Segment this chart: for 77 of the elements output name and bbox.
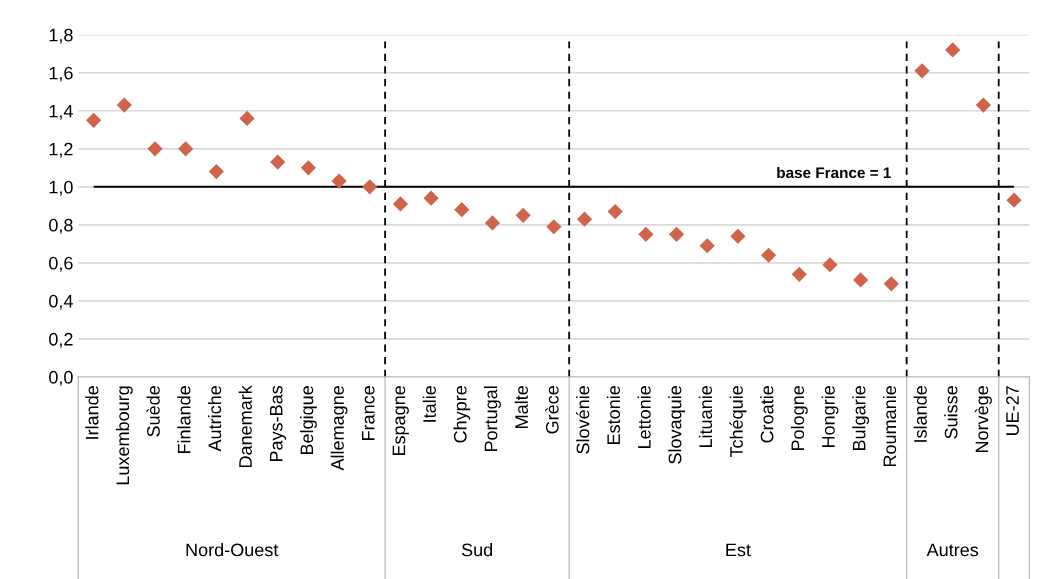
y-tick-label: 1,6: [49, 66, 73, 82]
x-tick-label: UE-27: [1006, 386, 1019, 436]
x-tick-label: Tchéquie: [729, 386, 747, 458]
x-tick-label: Slovaquie: [668, 386, 685, 464]
y-tick-label: 1,2: [49, 142, 73, 158]
x-tick-label: Portugal: [484, 386, 501, 452]
x-tick-label: Malte: [514, 386, 529, 428]
point: [638, 226, 654, 242]
point: [178, 141, 194, 157]
x-tick-label: Italie: [422, 386, 436, 422]
point: [362, 179, 378, 195]
x-tick-label: Autriche: [207, 386, 222, 452]
y-tick-label: 0,0: [49, 370, 73, 386]
x-tick-label: Espagne: [392, 386, 409, 456]
x-tick-label: Pologne: [790, 386, 808, 451]
point: [86, 112, 102, 128]
point: [791, 266, 807, 282]
point: [423, 190, 439, 206]
x-tick-label: Pays-Bas: [269, 385, 287, 462]
y-tick-label: 0,4: [49, 294, 73, 310]
point: [270, 154, 286, 170]
point: [883, 276, 899, 292]
text: Nord-Ouest: [186, 543, 279, 557]
x-tick-label: Lettonie: [637, 386, 651, 449]
x-tick-label: Luxembourg: [115, 386, 133, 485]
text: Sud: [461, 543, 493, 557]
y-tick-label: 1,4: [49, 104, 73, 120]
point: [147, 141, 163, 157]
x-tick-label: Lituanie: [698, 386, 713, 448]
point: [761, 247, 777, 263]
point: [331, 173, 347, 189]
point: [607, 203, 623, 220]
x-tick-label: Finlande: [177, 386, 191, 454]
point: [853, 272, 869, 288]
point: [730, 228, 746, 244]
point: [1006, 192, 1022, 208]
x-tick-label: Bulgarie: [852, 386, 870, 451]
text: Autres: [926, 543, 979, 557]
point: [208, 164, 224, 180]
x-tick-label: Suisse: [944, 386, 958, 439]
point: [945, 42, 961, 58]
y-tick-label: 1,0: [49, 180, 73, 196]
ref-line-label: base France = 1: [777, 166, 891, 179]
y-tick-label: 0,2: [49, 332, 73, 348]
x-tick-label: Estonie: [606, 386, 621, 444]
x-tick-label: Norvège: [974, 386, 992, 453]
x-tick-label: Irlande: [85, 386, 99, 439]
x-tick-label: Slovénie: [575, 386, 590, 454]
point: [668, 226, 685, 242]
point: [454, 202, 470, 218]
point: [914, 63, 930, 79]
point: [392, 196, 409, 212]
x-tick-label: Grèce: [545, 386, 559, 434]
y-tick-label: 0,8: [49, 218, 73, 234]
point: [484, 215, 501, 231]
point: [576, 211, 593, 227]
x-tick-label: Allemagne: [330, 386, 348, 471]
y-tick-label: 1,8: [49, 28, 73, 44]
point: [116, 97, 132, 113]
y-tick-label: 0,6: [49, 256, 73, 272]
x-tick-label: Belgique: [299, 386, 317, 455]
point: [239, 110, 255, 126]
text: Est: [726, 543, 751, 557]
x-tick-label: Suède: [146, 386, 160, 437]
point: [699, 238, 715, 254]
x-tick-label: Danemark: [238, 385, 252, 468]
point: [975, 97, 991, 113]
point: [300, 160, 317, 176]
point: [515, 207, 531, 223]
x-tick-label: Roumanie: [882, 386, 897, 467]
point: [822, 257, 838, 273]
x-tick-label: Chypre: [453, 386, 471, 443]
x-tick-label: Hongrie: [821, 386, 839, 448]
x-tick-label: France: [362, 386, 375, 440]
point: [546, 219, 562, 235]
x-tick-label: Islande: [913, 386, 927, 442]
x-tick-label: Croatie: [760, 386, 774, 443]
